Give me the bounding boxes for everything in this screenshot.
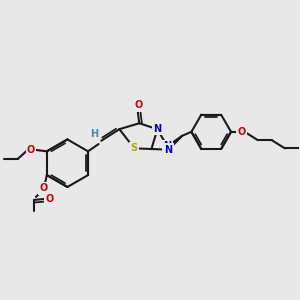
Text: N: N (163, 141, 171, 152)
Text: O: O (27, 145, 35, 155)
Text: O: O (39, 183, 48, 193)
Text: O: O (238, 127, 246, 137)
Text: N: N (153, 124, 161, 134)
Text: S: S (131, 143, 138, 153)
Text: O: O (46, 194, 54, 204)
Text: O: O (134, 100, 142, 110)
Text: N: N (164, 145, 173, 155)
Text: H: H (90, 129, 98, 139)
